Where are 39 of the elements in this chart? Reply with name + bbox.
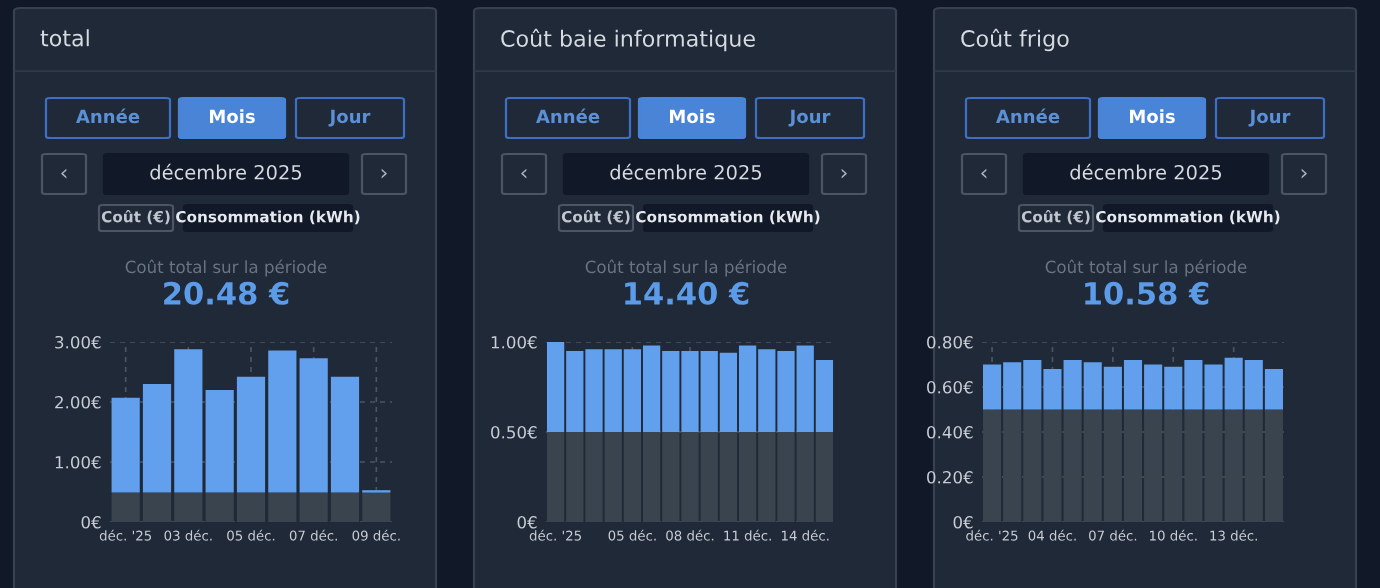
chart-title: Coût frigo — [961, 28, 1069, 52]
text: › — [1301, 168, 1307, 179]
text: ‹ — [981, 168, 987, 179]
y-tick-label: 3.00€ — [55, 335, 101, 349]
text: › — [841, 168, 847, 179]
text: Année — [76, 108, 140, 124]
text: Coût total sur la période — [585, 259, 787, 277]
y-tick-label: 0.80€ — [927, 335, 973, 349]
y-tick-label: 0€ — [953, 515, 973, 529]
text: Mois — [670, 109, 715, 124]
y-tick-label: 2.00€ — [55, 395, 101, 409]
text: 20.48 € — [164, 281, 289, 305]
text: décembre 2025 — [1070, 163, 1222, 180]
text: décembre 2025 — [150, 163, 302, 180]
text: Mois — [1130, 109, 1175, 124]
text: Mois — [210, 109, 255, 124]
text: Année — [536, 108, 600, 124]
text: 14.40 € — [625, 281, 749, 305]
text: décembre 2025 — [610, 163, 762, 180]
text: Jour — [1248, 109, 1291, 127]
y-tick-label: 1.00€ — [491, 335, 537, 349]
text: Coût total sur la période — [125, 259, 327, 277]
text: Année — [996, 108, 1060, 124]
text: ‹ — [61, 168, 67, 179]
chart-title: Coût baie informatique — [501, 28, 755, 52]
text: Jour — [328, 109, 371, 127]
y-tick-label: 0.20€ — [927, 470, 973, 484]
y-tick-label: 0€ — [81, 515, 101, 529]
text: › — [381, 168, 387, 179]
text: 10.58 € — [1085, 281, 1209, 305]
text: ‹ — [521, 168, 527, 179]
chart-title: total — [40, 29, 89, 47]
y-tick-label: 0.50€ — [491, 425, 537, 439]
y-tick-label: 1.00€ — [55, 455, 101, 469]
text: Coût total sur la période — [1045, 259, 1247, 277]
y-tick-label: 0€ — [517, 515, 537, 529]
y-tick-label: 0.60€ — [927, 380, 973, 394]
text: Jour — [788, 109, 831, 127]
y-tick-label: 0.40€ — [927, 425, 973, 439]
